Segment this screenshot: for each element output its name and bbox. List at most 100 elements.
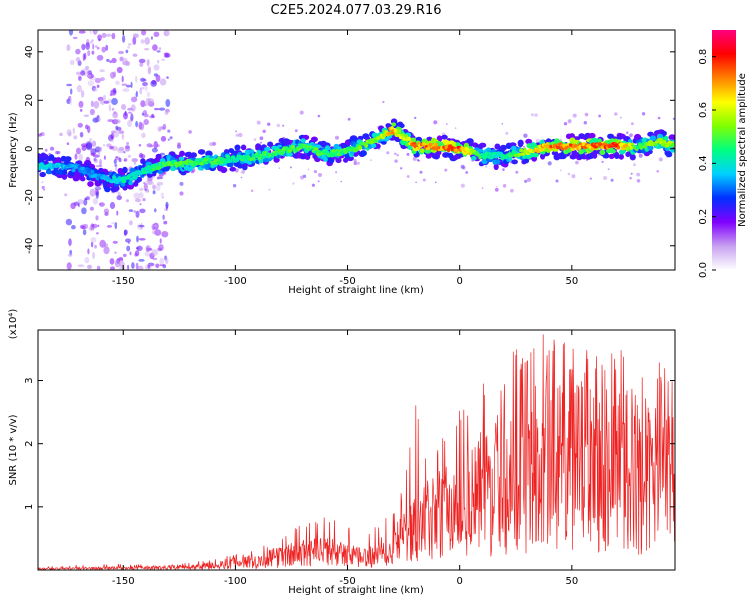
spectrogram-noise (568, 119, 571, 122)
spectrogram-noise (133, 192, 140, 200)
spectrogram-noise (73, 135, 78, 140)
spectrogram-ridge-cell (228, 148, 235, 154)
spectrogram-noise (111, 57, 117, 64)
spectrogram-noise (101, 99, 105, 106)
spectrogram-noise (418, 159, 420, 162)
spectrogram-ridge-cell (273, 151, 278, 157)
spectrogram-noise (87, 80, 95, 87)
spectrogram-noise (502, 184, 507, 188)
spectrogram-noise (299, 110, 304, 115)
spectrogram-noise (40, 132, 45, 137)
spectrogram-noise (131, 158, 138, 163)
spectrogram-ridge-cell (133, 174, 139, 178)
spectrogram-noise (160, 137, 164, 141)
spectrogram-noise (93, 100, 100, 109)
spectrogram-noise (109, 201, 116, 210)
spectrogram-noise (92, 43, 95, 50)
spectrogram-frame (37, 29, 676, 271)
spectrogram-noise (161, 58, 166, 62)
spectrogram-noise (141, 112, 144, 116)
spectrogram-noise (138, 259, 145, 262)
spectrogram-noise (69, 249, 73, 255)
spectrogram-ridge-cell (493, 163, 499, 170)
spectrogram-noise (125, 49, 129, 54)
spectrogram-ridge-cell (310, 136, 318, 143)
spectrogram-noise (156, 50, 161, 53)
spectrogram-noise (583, 121, 587, 125)
spectrogram-noise (83, 114, 89, 117)
spectrogram-ridge-cell (45, 169, 53, 175)
spectrogram-noise (121, 83, 128, 86)
spectrogram-noise (68, 30, 74, 36)
spectrogram-ridge-cell (614, 153, 620, 159)
spectrogram-noise (235, 130, 238, 133)
colorbar-tick-label: 0.0 (698, 262, 709, 278)
spectrogram-noise (109, 60, 112, 64)
spectrogram-ridge-cell (221, 167, 228, 173)
spectrogram-noise (460, 164, 465, 169)
spectrogram-noise (177, 142, 181, 147)
spectrogram-noise (422, 178, 426, 182)
spectrogram-ridge-cell (620, 149, 626, 154)
spectrogram-noise (110, 266, 115, 270)
spectrogram-noise (119, 264, 125, 270)
spectrogram-noise (116, 210, 119, 216)
spectrogram-noise (268, 188, 271, 191)
spectrogram-noise (105, 44, 109, 51)
spectrogram-noise (118, 258, 124, 262)
spectrogram-noise (135, 75, 138, 83)
spectrogram-ridge-cell (188, 160, 194, 164)
spectrogram-noise (267, 122, 271, 126)
spectrogram-noise (161, 196, 164, 199)
spectrogram-noise (135, 120, 139, 128)
spectrogram-noise (78, 153, 83, 161)
spectrogram-noise (317, 114, 321, 118)
y-tick-label: 3 (24, 377, 35, 383)
spectrogram-noise (159, 257, 164, 266)
spectrogram-noise (129, 251, 132, 256)
spectrogram-noise (80, 90, 85, 98)
spectrogram-ridge-cell (522, 157, 530, 164)
spectrogram-noise (144, 251, 150, 257)
spectrogram-noise (147, 66, 152, 75)
spectrogram-noise (163, 220, 168, 225)
spectrogram-noise (113, 129, 120, 138)
spectrogram-ridge-cell (396, 129, 402, 134)
spectrogram-noise (151, 147, 158, 153)
spectrogram-noise (132, 36, 137, 45)
spectrogram-noise (145, 97, 151, 105)
spectrogram-noise (79, 131, 84, 138)
spectrogram-ridge-cell (77, 164, 82, 169)
spectrogram-ridge-cell (519, 148, 524, 153)
spectrogram-noise (102, 144, 106, 147)
spectrogram-ridge-cell (478, 142, 487, 148)
spectrogram-noise (126, 245, 131, 252)
spectrogram-noise (567, 172, 571, 176)
spectrogram-noise (97, 224, 100, 228)
spectrogram-noise (84, 256, 90, 264)
spectrogram-noise (400, 167, 403, 170)
spectrogram-ridge-cell (406, 136, 412, 142)
spectrogram-noise (99, 69, 105, 73)
spectrogram-noise (250, 189, 254, 193)
spectrogram-noise (347, 117, 351, 121)
spectrogram-noise (92, 117, 99, 123)
spectrogram-noise (144, 48, 150, 51)
spectrogram-noise (563, 122, 568, 126)
spectrogram-ridge-cell (616, 146, 621, 150)
y-tick-label: -20 (24, 189, 35, 205)
spectrogram-noise (127, 154, 131, 158)
y-tick-label: 20 (24, 94, 35, 107)
spectrogram-noise (152, 190, 156, 195)
spectrogram-noise (394, 159, 398, 163)
spectrogram-noise (109, 139, 114, 143)
spectrogram-noise (370, 159, 372, 162)
spectrogram-noise (433, 120, 438, 125)
spectrogram-noise (317, 180, 320, 183)
spectrogram-noise (501, 123, 504, 125)
spectrogram-noise (209, 142, 214, 147)
spectrogram-noise (601, 160, 604, 164)
spectrogram-ridge-cell (79, 176, 86, 182)
spectrogram-noise (629, 177, 632, 180)
spectrogram-noise (89, 188, 96, 197)
